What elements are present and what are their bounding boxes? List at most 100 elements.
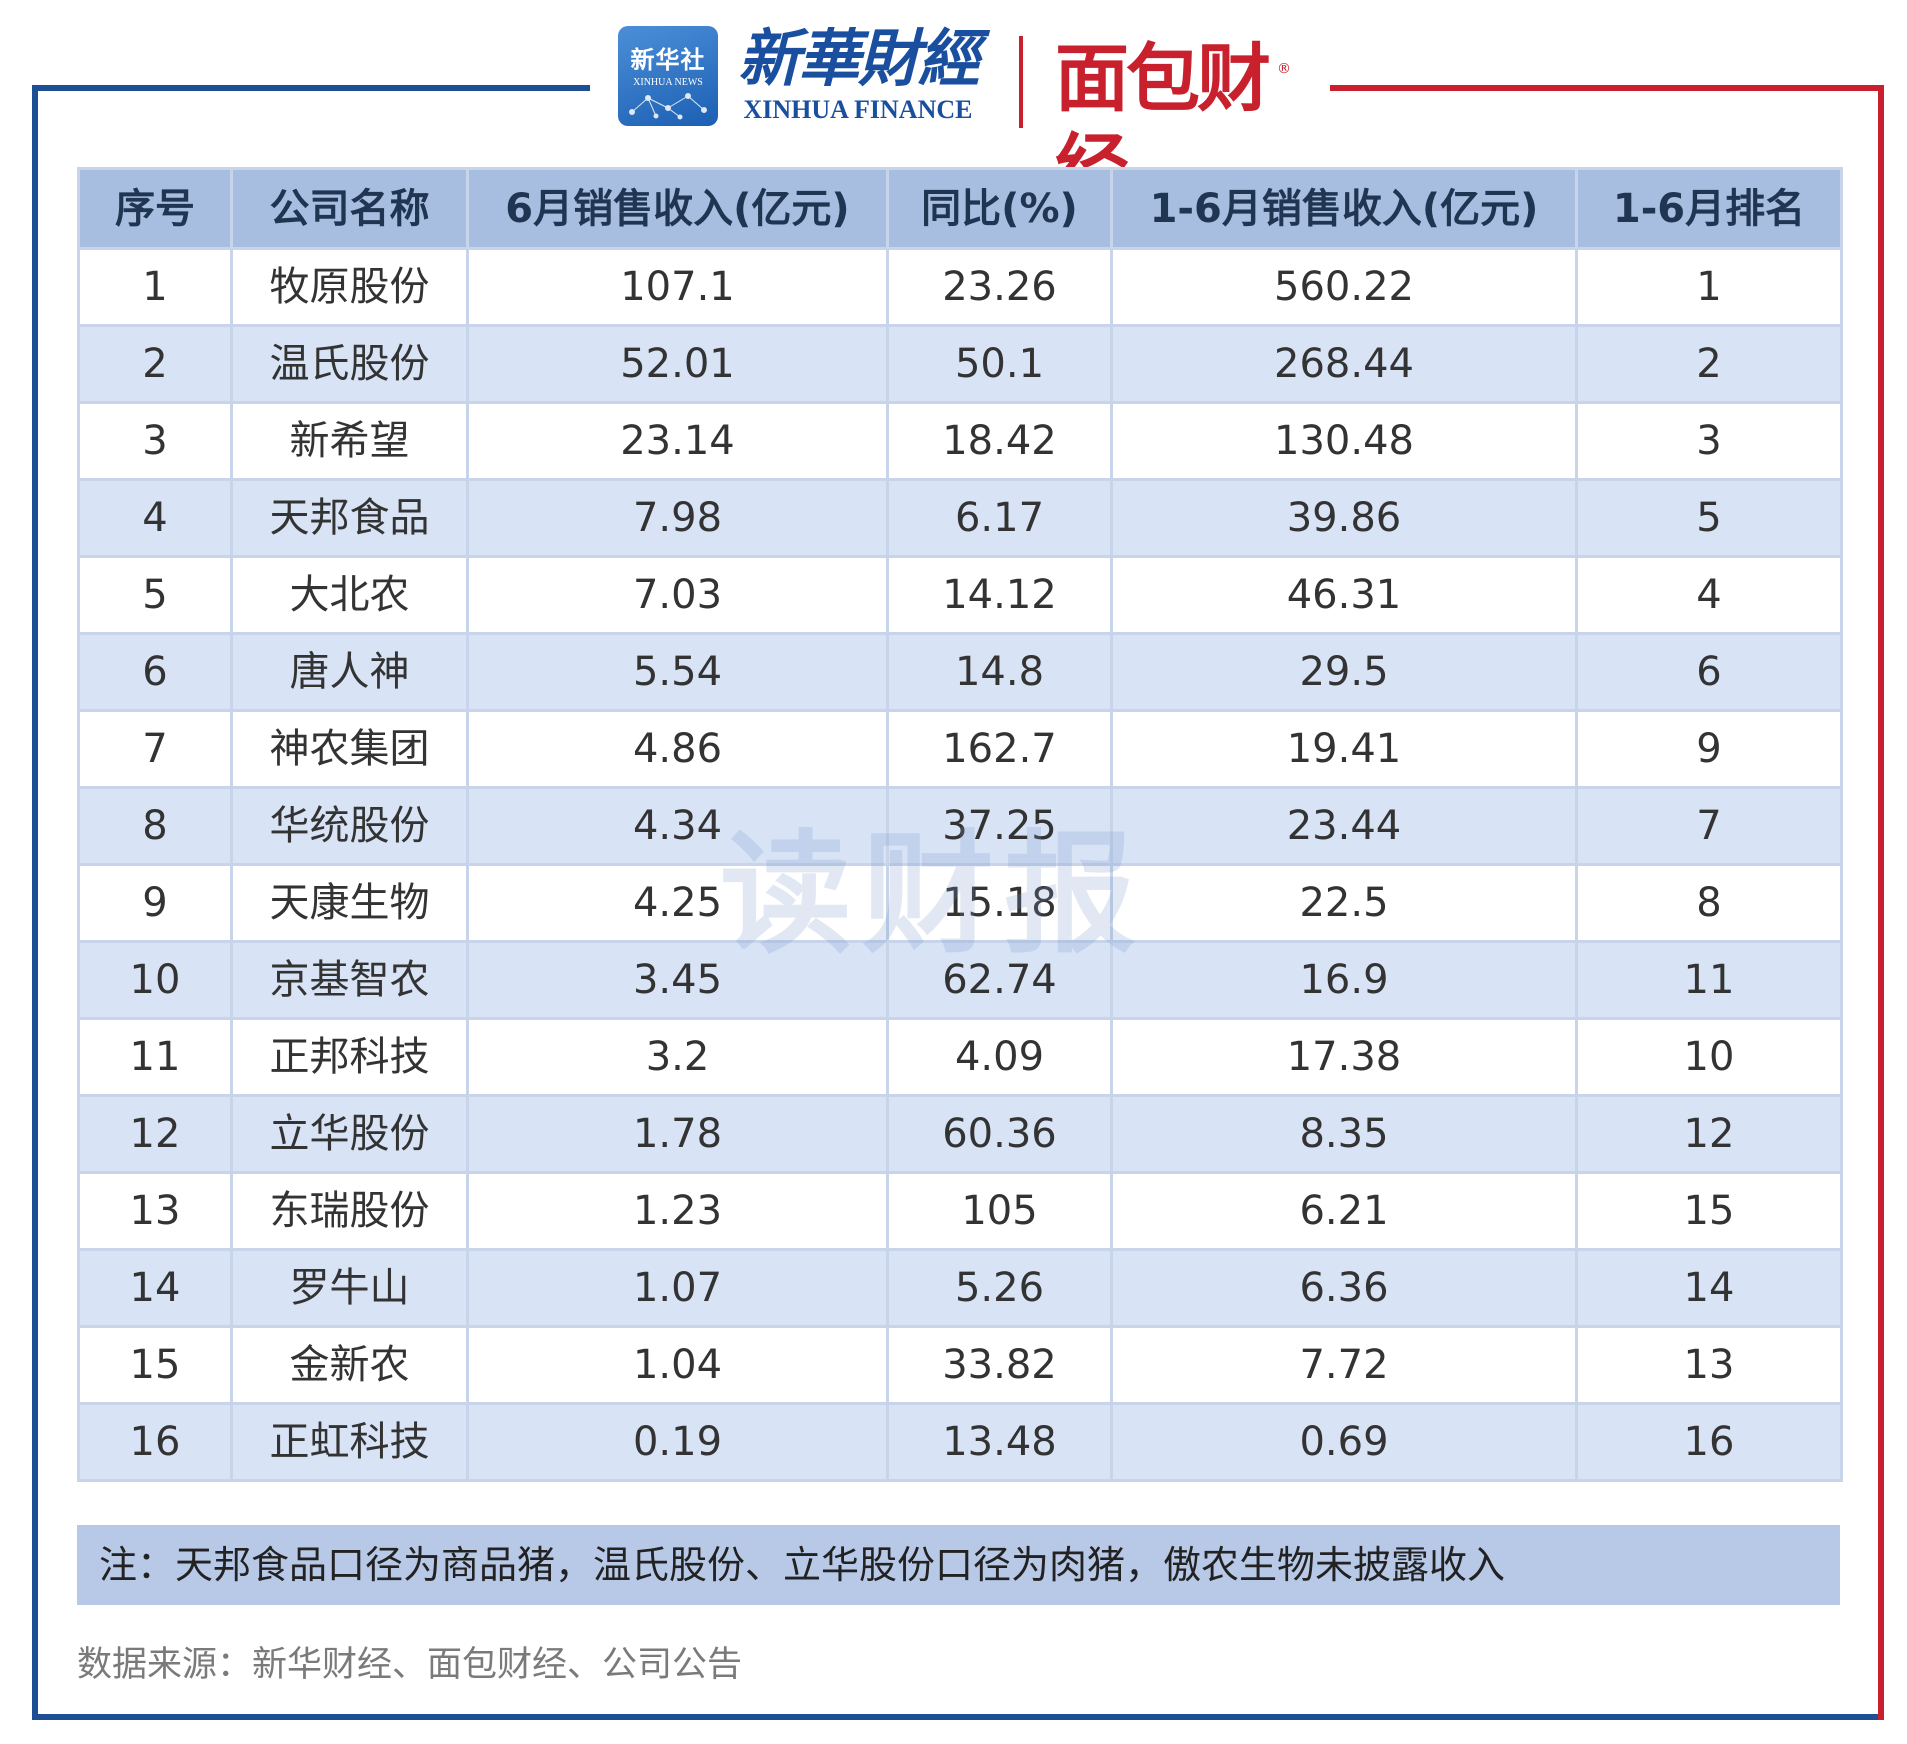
- cell-index: 5: [77, 555, 233, 635]
- cell-index: 3: [77, 401, 233, 481]
- cell-h1-rank: 14: [1575, 1248, 1843, 1328]
- xinhua-badge-en: XINHUA NEWS: [633, 77, 703, 88]
- cell-june-revenue: 4.25: [466, 863, 889, 943]
- cell-yoy: 33.82: [886, 1325, 1113, 1405]
- cell-company: 牧原股份: [230, 247, 469, 327]
- table-row: 8 华统股份 4.34 37.25 23.44 7: [77, 786, 1843, 866]
- cell-yoy: 105: [886, 1171, 1113, 1251]
- column-header-h1-revenue: 1-6月销售收入(亿元): [1110, 167, 1578, 250]
- table-row: 9 天康生物 4.25 15.18 22.5 8: [77, 863, 1843, 943]
- sales-table: 序号 公司名称 6月销售收入(亿元) 同比(%) 1-6月销售收入(亿元) 1-…: [77, 167, 1843, 1482]
- table-row: 14 罗牛山 1.07 5.26 6.36 14: [77, 1248, 1843, 1328]
- cell-h1-revenue: 6.21: [1110, 1171, 1578, 1251]
- cell-yoy: 15.18: [886, 863, 1113, 943]
- cell-june-revenue: 1.78: [466, 1094, 889, 1174]
- cell-company: 华统股份: [230, 786, 469, 866]
- cell-company: 大北农: [230, 555, 469, 635]
- cell-yoy: 6.17: [886, 478, 1113, 558]
- cell-h1-rank: 7: [1575, 786, 1843, 866]
- cell-h1-rank: 2: [1575, 324, 1843, 404]
- cell-h1-revenue: 19.41: [1110, 709, 1578, 789]
- cell-company: 金新农: [230, 1325, 469, 1405]
- cell-index: 14: [77, 1248, 233, 1328]
- logo-divider: [1019, 36, 1023, 128]
- cell-h1-rank: 15: [1575, 1171, 1843, 1251]
- cell-company: 天邦食品: [230, 478, 469, 558]
- table-row: 11 正邦科技 3.2 4.09 17.38 10: [77, 1017, 1843, 1097]
- cell-index: 4: [77, 478, 233, 558]
- cell-yoy: 18.42: [886, 401, 1113, 481]
- cell-h1-rank: 13: [1575, 1325, 1843, 1405]
- cell-h1-revenue: 268.44: [1110, 324, 1578, 404]
- cell-company: 新希望: [230, 401, 469, 481]
- table-note: 注：天邦食品口径为商品猪，温氏股份、立华股份口径为肉猪，傲农生物未披露收入: [77, 1525, 1840, 1605]
- cell-yoy: 14.8: [886, 632, 1113, 712]
- table-body: 1 牧原股份 107.1 23.26 560.22 1 2 温氏股份 52.01 50.1 268.…: [77, 247, 1843, 1482]
- cell-yoy: 5.26: [886, 1248, 1113, 1328]
- cell-h1-revenue: 0.69: [1110, 1402, 1578, 1482]
- cell-company: 天康生物: [230, 863, 469, 943]
- table-header-row: 序号 公司名称 6月销售收入(亿元) 同比(%) 1-6月销售收入(亿元) 1-…: [77, 167, 1843, 250]
- cell-index: 16: [77, 1402, 233, 1482]
- cell-company: 京基智农: [230, 940, 469, 1020]
- cell-june-revenue: 4.34: [466, 786, 889, 866]
- cell-june-revenue: 4.86: [466, 709, 889, 789]
- cell-h1-rank: 9: [1575, 709, 1843, 789]
- registered-mark: ®: [1277, 61, 1291, 77]
- cell-h1-revenue: 16.9: [1110, 940, 1578, 1020]
- cell-index: 15: [77, 1325, 233, 1405]
- column-header-june-revenue: 6月销售收入(亿元): [466, 167, 889, 250]
- cell-h1-rank: 3: [1575, 401, 1843, 481]
- table-row: 13 东瑞股份 1.23 105 6.21 15: [77, 1171, 1843, 1251]
- cell-index: 7: [77, 709, 233, 789]
- cell-company: 正邦科技: [230, 1017, 469, 1097]
- cell-h1-rank: 5: [1575, 478, 1843, 558]
- cell-june-revenue: 52.01: [466, 324, 889, 404]
- cell-yoy: 60.36: [886, 1094, 1113, 1174]
- table-row: 10 京基智农 3.45 62.74 16.9 11: [77, 940, 1843, 1020]
- cell-june-revenue: 1.23: [466, 1171, 889, 1251]
- cell-h1-rank: 1: [1575, 247, 1843, 327]
- table-row: 5 大北农 7.03 14.12 46.31 4: [77, 555, 1843, 635]
- cell-h1-revenue: 46.31: [1110, 555, 1578, 635]
- table-row: 4 天邦食品 7.98 6.17 39.86 5: [77, 478, 1843, 558]
- cell-company: 正虹科技: [230, 1402, 469, 1482]
- cell-index: 11: [77, 1017, 233, 1097]
- cell-june-revenue: 7.03: [466, 555, 889, 635]
- cell-index: 12: [77, 1094, 233, 1174]
- frame-top-right-line: [1330, 85, 1884, 91]
- cell-h1-revenue: 7.72: [1110, 1325, 1578, 1405]
- table-row: 2 温氏股份 52.01 50.1 268.44 2: [77, 324, 1843, 404]
- cell-june-revenue: 23.14: [466, 401, 889, 481]
- cell-yoy: 4.09: [886, 1017, 1113, 1097]
- cell-index: 1: [77, 247, 233, 327]
- frame-right-line: [1878, 85, 1884, 1720]
- cell-h1-rank: 4: [1575, 555, 1843, 635]
- cell-h1-rank: 6: [1575, 632, 1843, 712]
- cell-h1-revenue: 130.48: [1110, 401, 1578, 481]
- cell-yoy: 62.74: [886, 940, 1113, 1020]
- cell-june-revenue: 1.07: [466, 1248, 889, 1328]
- mianbao-finance-logo: 面包财经 ®: [1055, 34, 1305, 212]
- cell-company: 神农集团: [230, 709, 469, 789]
- cell-h1-revenue: 560.22: [1110, 247, 1578, 327]
- frame-bottom-line: [32, 1714, 1884, 1720]
- xinhua-finance-en: XINHUA FINANCE: [743, 95, 973, 124]
- cell-june-revenue: 0.19: [466, 1402, 889, 1482]
- cell-yoy: 13.48: [886, 1402, 1113, 1482]
- column-header-yoy: 同比(%): [886, 167, 1113, 250]
- cell-yoy: 23.26: [886, 247, 1113, 327]
- table-row: 1 牧原股份 107.1 23.26 560.22 1: [77, 247, 1843, 327]
- cell-h1-revenue: 8.35: [1110, 1094, 1578, 1174]
- cell-index: 2: [77, 324, 233, 404]
- table-row: 15 金新农 1.04 33.82 7.72 13: [77, 1325, 1843, 1405]
- cell-yoy: 50.1: [886, 324, 1113, 404]
- data-source: 数据来源：新华财经、面包财经、公司公告: [77, 1645, 743, 1685]
- cell-h1-revenue: 22.5: [1110, 863, 1578, 943]
- cell-index: 13: [77, 1171, 233, 1251]
- cell-june-revenue: 7.98: [466, 478, 889, 558]
- table-row: 3 新希望 23.14 18.42 130.48 3: [77, 401, 1843, 481]
- frame-left-line: [32, 85, 38, 1720]
- column-header-h1-rank: 1-6月排名: [1575, 167, 1843, 250]
- xinhua-finance-cn: 新華財經: [738, 22, 980, 95]
